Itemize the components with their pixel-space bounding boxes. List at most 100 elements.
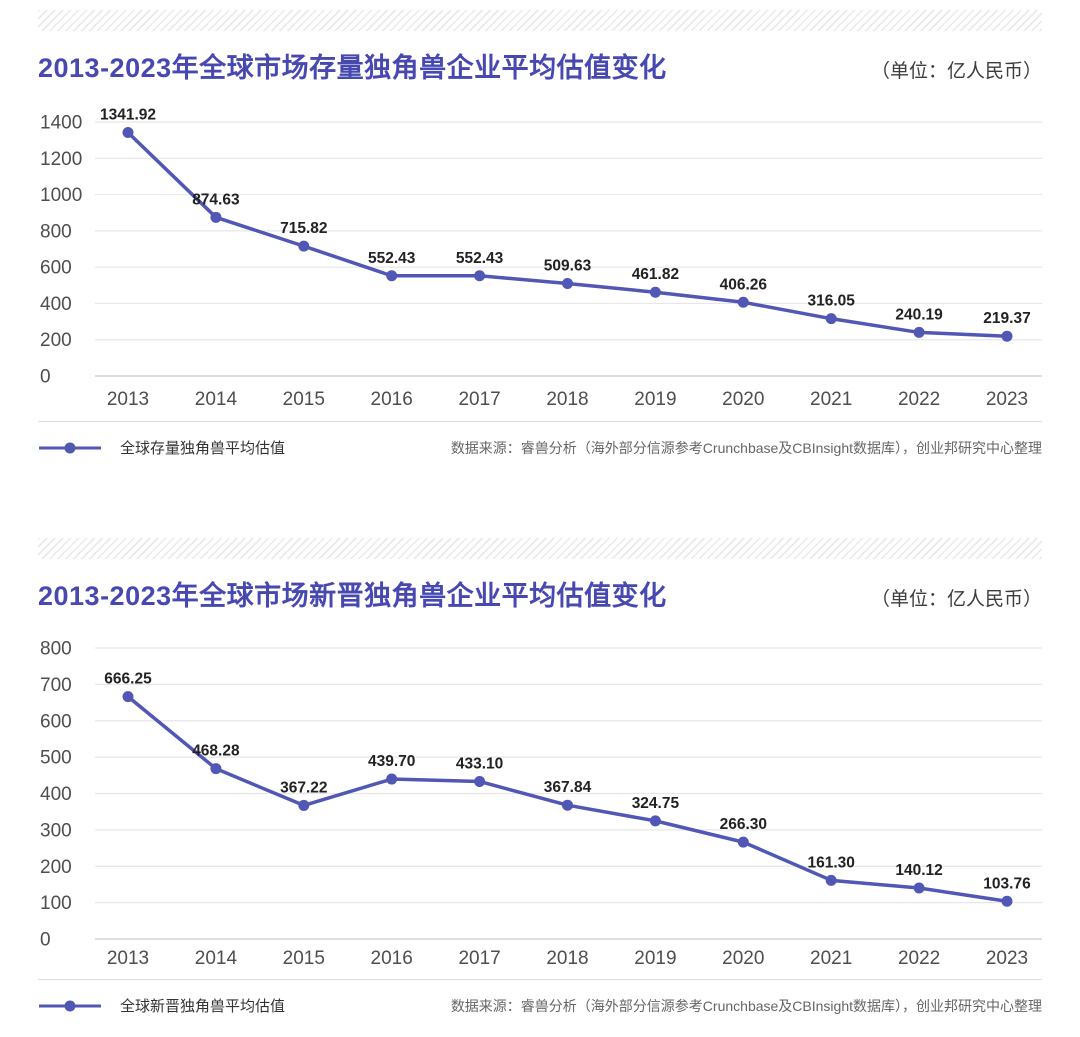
y-axis-tick-label: 200 bbox=[40, 330, 72, 351]
y-axis-tick-label: 800 bbox=[40, 221, 72, 242]
x-axis-label: 2018 bbox=[546, 389, 588, 410]
unit-label: （单位：亿人民币） bbox=[870, 589, 1042, 610]
chart-header: 2013-2023年全球市场存量独角兽企业平均估值变化 （单位：亿人民币） bbox=[38, 49, 1042, 87]
data-point bbox=[913, 882, 925, 894]
data-point bbox=[649, 815, 661, 827]
chart-title: 2013-2023年全球市场存量独角兽企业平均估值变化 bbox=[38, 53, 667, 83]
data-point-label: 103.76 bbox=[983, 875, 1031, 892]
data-source-note: 数据来源：睿兽分析（海外部分信源参考Crunchbase及CBInsight数据… bbox=[450, 439, 1042, 456]
x-axis-label: 2019 bbox=[634, 948, 676, 969]
x-axis-label: 2022 bbox=[898, 389, 940, 410]
line-chart-new-unicorn-valuation: 0 100 200 300 400 500 600 700 800 2013 2014 2015 201… bbox=[40, 639, 1042, 969]
chart-section-new-unicorns: 2013-2023年全球市场新晋独角兽企业平均估值变化 （单位：亿人民币） 0 1… bbox=[38, 538, 1042, 1026]
y-axis-tick-label: 1200 bbox=[40, 149, 82, 170]
data-point bbox=[122, 127, 134, 139]
data-point-label: 461.82 bbox=[632, 266, 679, 283]
data-point bbox=[562, 278, 573, 290]
data-point-label: 1341.92 bbox=[100, 107, 156, 124]
legend-row: 全球存量独角兽平均估值 数据来源：睿兽分析（海外部分信源参考Crunchbase… bbox=[38, 421, 1042, 468]
x-axis-label: 2022 bbox=[898, 948, 940, 969]
data-point-label: 715.82 bbox=[280, 220, 327, 237]
legend: 全球新晋独角兽平均估值 bbox=[38, 995, 285, 1016]
x-axis-label: 2023 bbox=[986, 948, 1028, 969]
data-point-label: 266.30 bbox=[720, 816, 767, 833]
x-axis-label: 2020 bbox=[722, 948, 764, 969]
legend-label: 全球存量独角兽平均估值 bbox=[120, 440, 286, 457]
data-point bbox=[737, 836, 749, 848]
legend-line-marker-icon bbox=[39, 1000, 101, 1011]
data-point-label: 161.30 bbox=[807, 854, 854, 871]
data-point-label: 367.22 bbox=[280, 779, 327, 796]
x-axis-label: 2023 bbox=[986, 389, 1028, 410]
decorative-hatch-strip bbox=[38, 10, 1042, 31]
data-point-label: 439.70 bbox=[368, 753, 415, 770]
x-axis-label: 2014 bbox=[195, 948, 238, 969]
y-axis-tick-label: 0 bbox=[40, 367, 51, 388]
x-axis-label: 2016 bbox=[371, 389, 413, 410]
y-axis-tick-label: 400 bbox=[40, 784, 72, 805]
data-point-label: 552.43 bbox=[368, 250, 416, 267]
x-axis-label: 2016 bbox=[371, 948, 413, 969]
data-point bbox=[562, 799, 573, 811]
data-point bbox=[386, 773, 398, 785]
y-axis-tick-label: 1400 bbox=[40, 113, 82, 134]
legend: 全球存量独角兽平均估值 bbox=[38, 437, 285, 458]
data-point-label: 219.37 bbox=[983, 310, 1030, 327]
y-axis-tick-label: 200 bbox=[40, 857, 72, 878]
data-point bbox=[825, 313, 837, 325]
data-point bbox=[210, 763, 222, 775]
y-axis-tick-label: 800 bbox=[40, 639, 72, 660]
data-point-label: 324.75 bbox=[632, 795, 680, 812]
x-axis-label: 2017 bbox=[458, 389, 500, 410]
x-axis-label: 2021 bbox=[810, 389, 852, 410]
data-point bbox=[825, 874, 837, 886]
y-axis-tick-label: 600 bbox=[40, 711, 72, 732]
data-point-label: 316.05 bbox=[807, 293, 855, 310]
chart-header: 2013-2023年全球市场新晋独角兽企业平均估值变化 （单位：亿人民币） bbox=[38, 577, 1042, 615]
decorative-hatch-strip bbox=[38, 538, 1042, 559]
data-point-label: 433.10 bbox=[456, 755, 503, 772]
data-point bbox=[386, 270, 398, 282]
x-axis-label: 2018 bbox=[546, 948, 588, 969]
data-point-label: 240.19 bbox=[895, 306, 943, 323]
legend-label: 全球新晋独角兽平均估值 bbox=[120, 998, 286, 1015]
data-point bbox=[210, 211, 222, 223]
y-axis-tick-label: 100 bbox=[40, 893, 72, 914]
x-axis-label: 2015 bbox=[283, 389, 325, 410]
unit-label: （单位：亿人民币） bbox=[870, 61, 1042, 82]
data-source-note: 数据来源：睿兽分析（海外部分信源参考Crunchbase及CBInsight数据… bbox=[450, 997, 1042, 1014]
x-axis-label: 2017 bbox=[458, 948, 500, 969]
chart-title: 2013-2023年全球市场新晋独角兽企业平均估值变化 bbox=[38, 581, 667, 611]
x-axis-label: 2020 bbox=[722, 389, 764, 410]
data-point-label: 666.25 bbox=[104, 671, 152, 688]
data-point bbox=[1001, 895, 1013, 907]
legend-row: 全球新晋独角兽平均估值 数据来源：睿兽分析（海外部分信源参考Crunchbase… bbox=[38, 979, 1042, 1026]
data-point-label: 509.63 bbox=[544, 258, 592, 275]
y-axis-tick-label: 300 bbox=[40, 820, 72, 841]
data-point bbox=[298, 240, 310, 252]
y-axis-tick-label: 500 bbox=[40, 748, 72, 769]
x-axis-label: 2013 bbox=[107, 389, 149, 410]
data-point bbox=[737, 296, 749, 308]
data-point bbox=[649, 286, 661, 298]
data-point-label: 140.12 bbox=[895, 862, 942, 879]
x-axis-label: 2014 bbox=[195, 389, 238, 410]
x-axis-label: 2021 bbox=[810, 948, 852, 969]
y-axis-tick-label: 400 bbox=[40, 294, 72, 315]
series-line bbox=[126, 130, 1009, 338]
data-point-label: 468.28 bbox=[192, 743, 240, 760]
legend-line-marker-icon bbox=[39, 442, 101, 453]
data-point bbox=[913, 326, 925, 338]
y-axis-tick-label: 0 bbox=[40, 930, 51, 951]
data-point bbox=[474, 775, 486, 787]
data-point-label: 874.63 bbox=[192, 191, 240, 208]
series-line bbox=[126, 694, 1009, 904]
data-point bbox=[1001, 330, 1013, 342]
data-point-label: 552.43 bbox=[456, 250, 504, 267]
y-axis-tick-label: 1000 bbox=[40, 185, 82, 206]
data-point bbox=[122, 691, 134, 703]
x-axis-label: 2013 bbox=[107, 948, 149, 969]
x-axis-label: 2019 bbox=[634, 389, 676, 410]
